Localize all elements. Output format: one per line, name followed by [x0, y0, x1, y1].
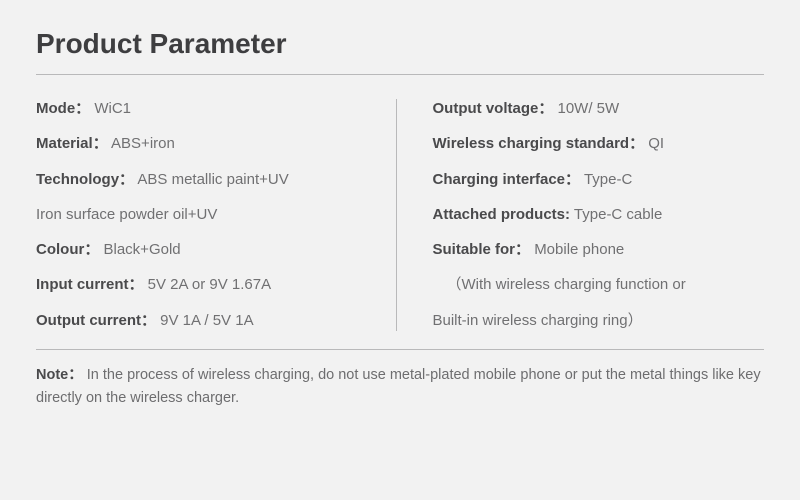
value-colour: Black+Gold [104, 241, 181, 258]
label-charging-interface: Charging interface： [433, 171, 581, 188]
row-suitable-line2: （With wireless charging function or [433, 275, 765, 295]
row-wireless-standard: Wireless charging standard： QI [433, 134, 765, 154]
label-mode: Mode： [36, 100, 90, 117]
label-suitable-for: Suitable for： [433, 241, 531, 258]
row-suitable-for: Suitable for： Mobile phone [433, 240, 765, 260]
value-technology-line2: Iron surface powder oil+UV [36, 206, 217, 223]
value-output-voltage: 10W/ 5W [558, 100, 620, 117]
value-attached-products: Type-C cable [574, 206, 662, 223]
row-technology-line2: Iron surface powder oil+UV [36, 205, 368, 225]
row-technology: Technology： ABS metallic paint+UV [36, 170, 368, 190]
parameter-columns: Mode： WiC1 Material： ABS+iron Technology… [36, 99, 764, 331]
note-label: Note： [36, 367, 83, 383]
label-wireless-standard: Wireless charging standard： [433, 135, 645, 152]
label-output-voltage: Output voltage： [433, 100, 554, 117]
left-column: Mode： WiC1 Material： ABS+iron Technology… [36, 99, 397, 331]
value-suitable-for: Mobile phone [534, 241, 624, 258]
value-material: ABS+iron [111, 135, 175, 152]
note-text: In the process of wireless charging, do … [36, 367, 761, 406]
label-output-current: Output current： [36, 312, 156, 329]
row-attached-products: Attached products: Type-C cable [433, 205, 765, 225]
label-colour: Colour： [36, 241, 99, 258]
value-mode: WiC1 [94, 100, 131, 117]
value-suitable-line2: （With wireless charging function or [447, 276, 686, 293]
row-input-current: Input current： 5V 2A or 9V 1.67A [36, 275, 368, 295]
note-section: Note： In the process of wireless chargin… [36, 349, 764, 410]
page-title: Product Parameter [36, 28, 764, 75]
row-charging-interface: Charging interface： Type-C [433, 170, 765, 190]
value-suitable-line3: Built-in wireless charging ring） [433, 312, 643, 329]
label-material: Material： [36, 135, 108, 152]
row-output-current: Output current： 9V 1A / 5V 1A [36, 311, 368, 331]
row-mode: Mode： WiC1 [36, 99, 368, 119]
value-technology: ABS metallic paint+UV [137, 171, 288, 188]
row-suitable-line3: Built-in wireless charging ring） [433, 311, 765, 331]
value-input-current: 5V 2A or 9V 1.67A [148, 276, 271, 293]
value-output-current: 9V 1A / 5V 1A [160, 312, 253, 329]
row-output-voltage: Output voltage： 10W/ 5W [433, 99, 765, 119]
row-material: Material： ABS+iron [36, 134, 368, 154]
label-attached-products: Attached products: [433, 206, 571, 223]
value-charging-interface: Type-C [584, 171, 632, 188]
row-colour: Colour： Black+Gold [36, 240, 368, 260]
right-column: Output voltage： 10W/ 5W Wireless chargin… [433, 99, 765, 331]
label-technology: Technology： [36, 171, 134, 188]
value-wireless-standard: QI [648, 135, 664, 152]
label-input-current: Input current： [36, 276, 144, 293]
